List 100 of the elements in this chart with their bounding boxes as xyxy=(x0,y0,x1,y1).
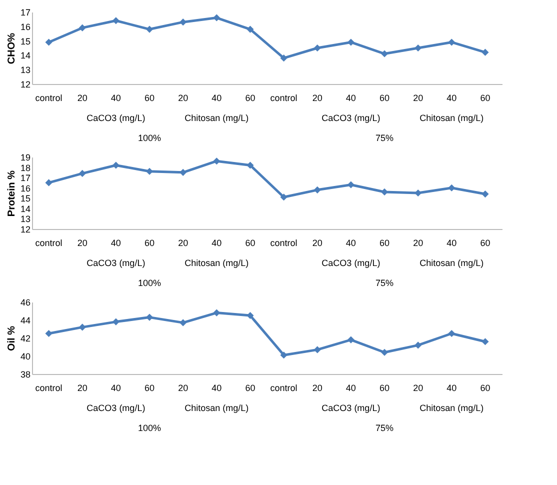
point xyxy=(213,14,220,22)
point xyxy=(180,319,187,326)
point xyxy=(280,194,288,201)
point xyxy=(246,26,254,33)
x-tick-label: 40 xyxy=(212,93,222,103)
x-tick-label: control xyxy=(270,238,298,248)
x-tick-label: 20 xyxy=(312,238,322,248)
x-tick-label: 60 xyxy=(144,238,155,248)
text: Chitosan (mg/L) xyxy=(184,403,249,413)
x-tick-label: 20 xyxy=(178,93,188,103)
point xyxy=(180,168,187,176)
point xyxy=(414,44,422,52)
x-tick-label: control xyxy=(35,238,62,248)
y-tick-label: 19 xyxy=(20,152,30,162)
point xyxy=(112,162,120,169)
x-tick-label: 60 xyxy=(245,93,256,103)
x-tick-label: 20 xyxy=(413,383,424,393)
point xyxy=(314,346,321,354)
y-tick-label: 15 xyxy=(20,36,30,46)
point xyxy=(482,190,489,198)
text: Chitosan (mg/L) xyxy=(184,113,249,123)
point xyxy=(213,158,220,165)
point xyxy=(280,54,288,62)
text: CaCO3 (mg/L) xyxy=(322,258,380,268)
y-tick-label: 14 xyxy=(20,50,30,61)
text: CaCO3 (mg/L) xyxy=(86,403,146,413)
x-tick-label: 40 xyxy=(346,383,356,393)
text: 100% xyxy=(138,133,162,143)
x-tick-label: 40 xyxy=(110,238,121,248)
y-tick-label: 40 xyxy=(20,352,30,362)
x-tick-label: 40 xyxy=(110,383,121,393)
text: Chitosan (mg/L) xyxy=(420,403,484,413)
point xyxy=(280,352,288,359)
x-tick-label: 20 xyxy=(178,238,188,248)
text: Chitosan (mg/L) xyxy=(420,258,484,268)
point xyxy=(180,18,187,26)
y-tick-label: 46 xyxy=(20,298,30,308)
point xyxy=(448,38,456,46)
y-tick-label: 16 xyxy=(20,22,30,32)
y-tick-label: 16 xyxy=(20,183,30,194)
point xyxy=(146,314,154,321)
x-tick-label: 40 xyxy=(110,93,121,103)
x-tick-label: 40 xyxy=(446,383,457,393)
point xyxy=(146,26,154,33)
point xyxy=(347,181,354,188)
x-tick-label: 60 xyxy=(245,383,256,393)
y-tick-label: 13 xyxy=(20,214,30,224)
x-tick-label: 20 xyxy=(413,93,424,103)
point xyxy=(314,44,321,52)
x-tick-label: 60 xyxy=(245,238,256,248)
y-tick-label: 12 xyxy=(20,224,30,234)
text: 100% xyxy=(138,423,162,433)
y-axis-title: CHO% xyxy=(6,32,18,64)
text: CaCO3 (mg/L) xyxy=(322,403,380,413)
x-tick-label: control xyxy=(35,383,62,393)
x-tick-label: 40 xyxy=(212,238,222,248)
x-tick-label: 60 xyxy=(144,383,155,393)
y-tick-label: 38 xyxy=(20,370,30,380)
x-tick-label: 20 xyxy=(77,238,88,248)
text: 100% xyxy=(138,278,162,288)
point xyxy=(45,179,52,186)
x-tick-label: 60 xyxy=(379,238,390,248)
y-axis-title: Oil % xyxy=(6,326,18,352)
point xyxy=(213,309,220,316)
text: Chitosan (mg/L) xyxy=(420,113,484,123)
point xyxy=(380,348,388,356)
x-tick-label: 60 xyxy=(480,238,490,248)
x-tick-label: 60 xyxy=(144,93,155,103)
x-tick-label: control xyxy=(270,93,298,103)
x-tick-label: 40 xyxy=(212,383,222,393)
x-tick-label: 60 xyxy=(379,93,390,103)
y-tick-label: 17 xyxy=(20,8,30,18)
x-tick-label: 20 xyxy=(77,93,88,103)
x-tick-label: 20 xyxy=(413,238,424,248)
text: 75% xyxy=(375,423,394,433)
x-tick-label: 20 xyxy=(312,383,322,393)
x-tick-label: 60 xyxy=(379,383,390,393)
y-axis-title: Protein % xyxy=(6,170,18,217)
text: CaCO3 (mg/L) xyxy=(322,113,380,123)
text: 75% xyxy=(375,133,394,143)
point xyxy=(112,17,120,24)
x-tick-label: 40 xyxy=(446,238,457,248)
x-tick-label: 20 xyxy=(312,93,322,103)
point xyxy=(78,170,86,177)
point xyxy=(414,342,422,349)
point xyxy=(482,48,489,56)
x-tick-label: 40 xyxy=(346,238,356,248)
x-tick-label: 20 xyxy=(178,383,188,393)
x-tick-label: 60 xyxy=(480,93,490,103)
point xyxy=(45,38,52,46)
point xyxy=(78,24,86,32)
point xyxy=(78,324,86,331)
y-tick-label: 15 xyxy=(20,194,30,204)
point xyxy=(414,189,422,197)
x-tick-label: 60 xyxy=(480,383,490,393)
text: CaCO3 (mg/L) xyxy=(86,258,146,268)
point xyxy=(448,330,456,338)
point xyxy=(246,312,254,320)
y-tick-label: 17 xyxy=(20,173,30,184)
text: Chitosan (mg/L) xyxy=(184,258,249,268)
